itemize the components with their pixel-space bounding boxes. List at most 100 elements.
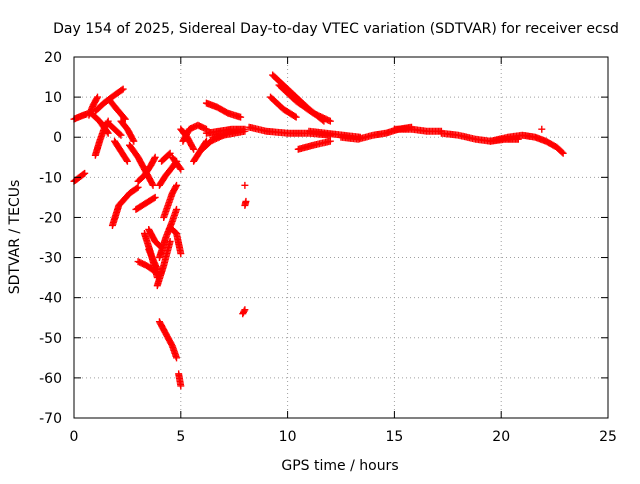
data-track <box>111 137 131 165</box>
data-point <box>120 114 128 122</box>
data-point <box>240 307 248 315</box>
data-point <box>538 125 546 133</box>
data-track <box>390 125 445 135</box>
data-track <box>132 193 159 213</box>
data-track <box>239 306 249 318</box>
x-axis-label: GPS time / hours <box>281 458 398 474</box>
x-tick-label: 5 <box>176 429 185 445</box>
data-point <box>93 94 101 102</box>
chart-title: Day 154 of 2025, Sidereal Day-to-day VTE… <box>53 21 619 37</box>
data-point <box>123 156 131 164</box>
ticks: 0 5 10 15 20 25 -70 -60 -50 -40 -30 -20 -10 0 10 20 <box>39 50 617 445</box>
data-point <box>292 113 300 121</box>
data-track <box>160 181 181 221</box>
data-point <box>326 137 334 145</box>
data-track <box>117 117 138 145</box>
data-track <box>241 181 249 189</box>
data-track <box>134 153 159 185</box>
data-point <box>104 129 112 137</box>
y-tick-label: 10 <box>44 90 62 106</box>
data-point <box>93 93 101 101</box>
y-tick-label: -70 <box>39 411 62 427</box>
data-point <box>81 169 89 177</box>
data-track <box>202 99 245 121</box>
data-track <box>155 205 181 262</box>
data-point <box>241 181 249 189</box>
data-track <box>70 169 89 185</box>
x-tick-label: 15 <box>385 429 403 445</box>
data-point <box>121 115 129 123</box>
data-point <box>173 181 181 189</box>
data-point <box>173 205 181 213</box>
data-track <box>267 93 300 121</box>
data-track <box>108 183 142 229</box>
data-point <box>242 197 250 205</box>
data-point <box>241 127 249 135</box>
data-point <box>150 155 158 163</box>
data-point <box>241 306 249 314</box>
data-point <box>117 131 125 139</box>
data-track <box>155 318 181 362</box>
data-point <box>291 112 299 120</box>
data-point <box>176 164 184 172</box>
y-tick-label: -20 <box>39 210 62 226</box>
data-point <box>326 117 334 125</box>
data-track <box>179 121 210 145</box>
data-point <box>559 149 567 157</box>
data-track <box>168 225 185 258</box>
data-track <box>168 153 185 173</box>
data-point <box>133 184 141 192</box>
data-point <box>119 85 127 93</box>
data-point <box>130 137 138 145</box>
data-point <box>149 181 157 189</box>
plot-frame <box>73 56 609 419</box>
data-point <box>173 354 181 362</box>
y-axis-label: SDTVAR / TECUs <box>7 180 23 295</box>
x-tick-label: 20 <box>492 429 510 445</box>
x-tick-label: 25 <box>599 429 617 445</box>
y-tick-label: -30 <box>39 251 62 267</box>
data-point <box>118 86 126 94</box>
data-track <box>175 370 185 390</box>
y-tick-label: -60 <box>39 371 62 387</box>
data-point <box>151 193 159 201</box>
data-track <box>538 125 546 133</box>
x-tick-label: 10 <box>279 429 297 445</box>
data-point <box>80 170 88 178</box>
data-point <box>151 153 159 161</box>
y-tick-label: 20 <box>44 50 62 66</box>
data-point <box>189 144 197 152</box>
y-tick-label: 0 <box>53 130 62 146</box>
data-track <box>106 97 129 123</box>
data-point <box>116 130 124 138</box>
data-track <box>104 119 125 139</box>
y-tick-label: -50 <box>39 331 62 347</box>
data-point <box>237 113 245 121</box>
data-point <box>129 136 137 144</box>
y-tick-label: -40 <box>39 291 62 307</box>
data-track <box>145 246 161 274</box>
data-track <box>294 137 334 153</box>
data-point <box>190 145 198 153</box>
data-point <box>166 149 174 157</box>
data-points <box>70 71 567 390</box>
data-point <box>177 382 185 390</box>
data-point <box>177 165 185 173</box>
data-point <box>123 157 131 165</box>
data-track <box>241 197 250 209</box>
y-tick-label: -10 <box>39 170 62 186</box>
x-tick-label: 0 <box>70 429 79 445</box>
data-track <box>153 238 174 290</box>
data-track <box>275 81 334 125</box>
data-point <box>148 180 156 188</box>
data-track <box>487 131 567 157</box>
data-track <box>209 127 249 141</box>
data-point <box>172 183 180 191</box>
data-point <box>134 183 142 191</box>
data-point <box>558 148 566 156</box>
data-track <box>177 125 198 153</box>
data-point <box>150 194 158 202</box>
